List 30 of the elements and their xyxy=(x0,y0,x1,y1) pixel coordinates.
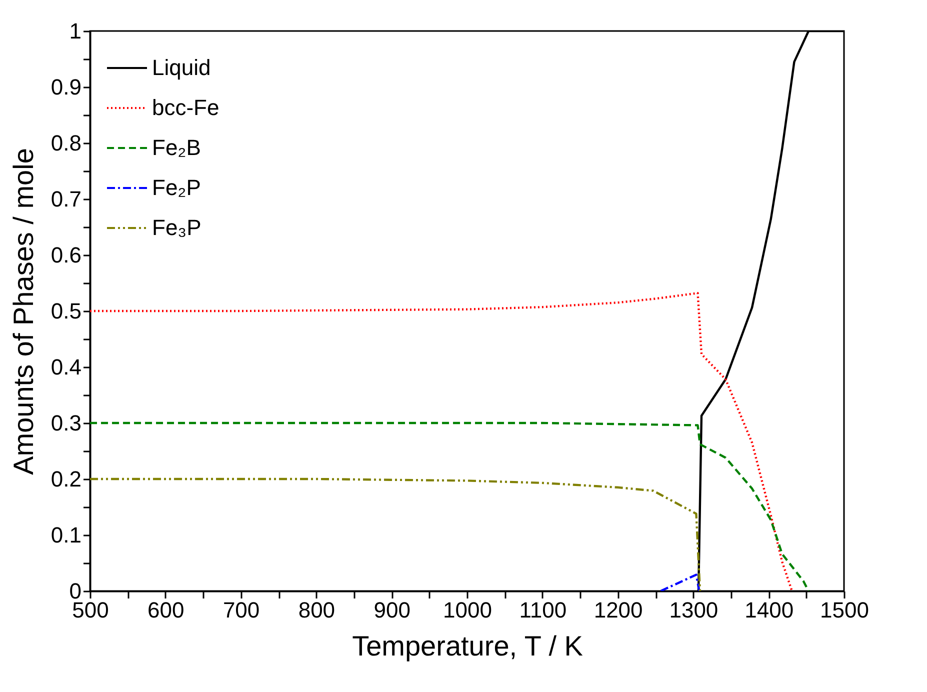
x-tick-label: 800 xyxy=(298,598,336,622)
y-tick-label: 0.1 xyxy=(50,522,82,548)
legend-label: bcc-Fe xyxy=(152,95,220,120)
x-tick-label: 1200 xyxy=(594,598,643,622)
y-tick-label: 0.6 xyxy=(50,242,82,268)
x-axis-title: Temperature, T / K xyxy=(352,630,584,662)
line-series xyxy=(90,292,794,591)
y-tick-label: 0.5 xyxy=(50,298,82,324)
x-tick-label: 1000 xyxy=(443,598,492,622)
y-tick-label: 0.9 xyxy=(50,74,82,100)
x-tick-label: 1500 xyxy=(820,598,869,622)
legend-label: Fe₂B xyxy=(152,135,201,160)
line-series xyxy=(90,478,702,591)
legend-label: Fe₂P xyxy=(152,175,201,200)
y-tick-label: 0.4 xyxy=(50,354,82,380)
legend-label: Liquid xyxy=(152,55,211,80)
x-tick-label: 1100 xyxy=(519,598,567,622)
y-axis-title: Amounts of Phases / mole xyxy=(8,148,39,475)
y-tick-label: 0.2 xyxy=(50,466,82,492)
x-tick-label: 600 xyxy=(148,598,184,622)
x-tick-label: 1400 xyxy=(744,598,794,622)
line-series xyxy=(90,422,810,591)
y-tick-label: 1 xyxy=(69,18,82,44)
y-tick-label: 0.7 xyxy=(50,186,82,212)
legend-label: Fe₃P xyxy=(152,215,202,240)
x-tick-label: 1300 xyxy=(669,598,718,622)
y-tick-label: 0.8 xyxy=(50,130,82,156)
x-tick-label: 700 xyxy=(222,598,260,622)
y-tick-label: 0.3 xyxy=(50,410,82,436)
x-tick-label: 900 xyxy=(374,598,410,622)
